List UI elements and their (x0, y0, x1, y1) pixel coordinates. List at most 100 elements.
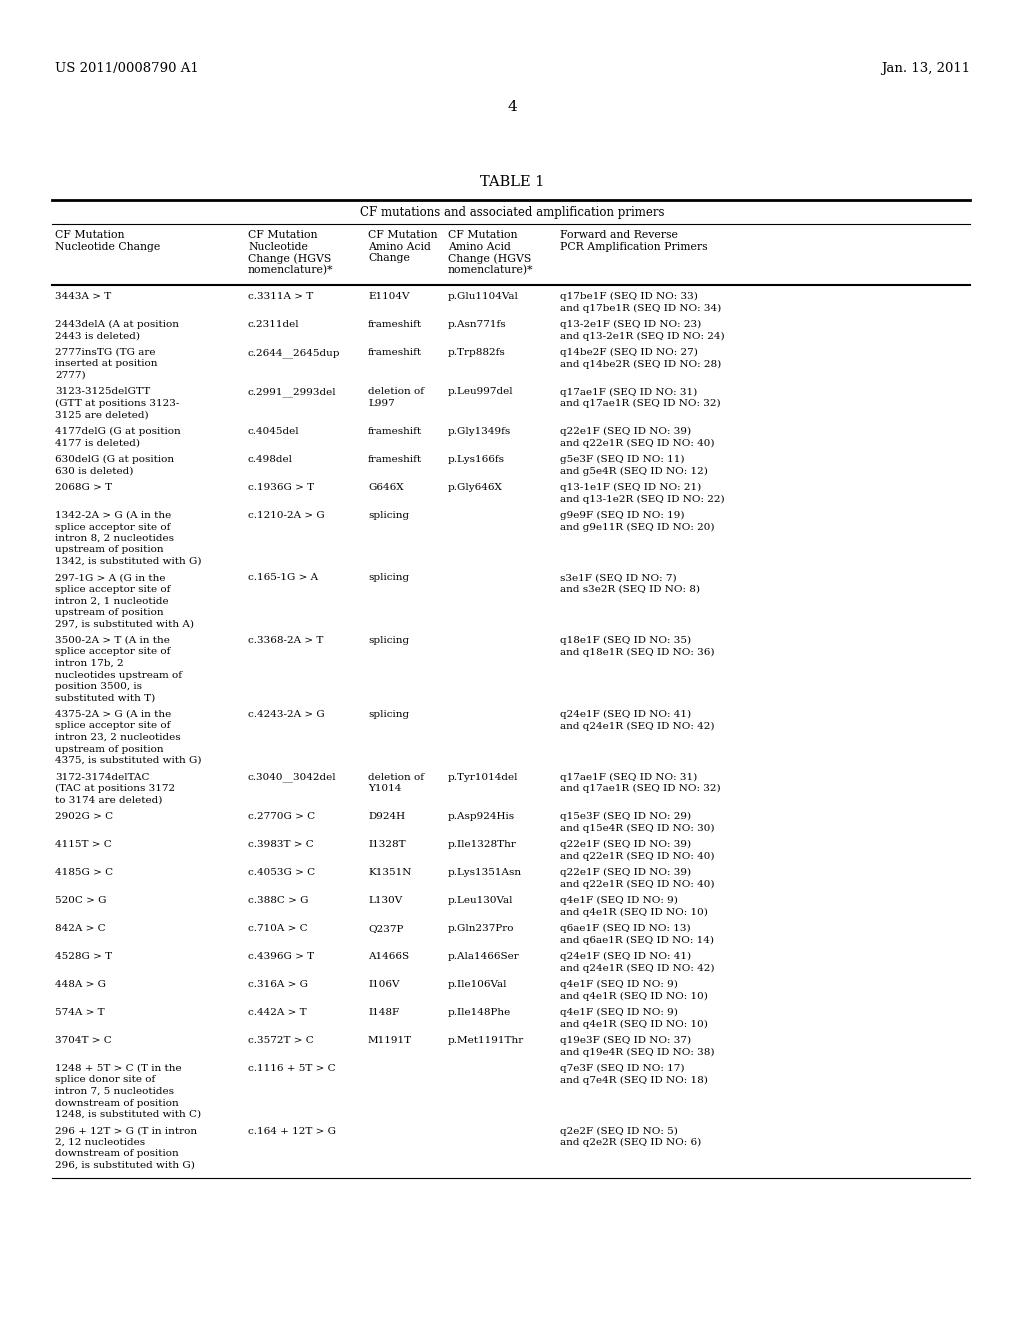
Text: TABLE 1: TABLE 1 (480, 176, 544, 189)
Text: to 3174 are deleted): to 3174 are deleted) (55, 796, 163, 804)
Text: G646X: G646X (368, 483, 403, 492)
Text: Nucleotide: Nucleotide (248, 242, 308, 252)
Text: A1466S: A1466S (368, 952, 410, 961)
Text: 1342-2A > G (A in the: 1342-2A > G (A in the (55, 511, 171, 520)
Text: splicing: splicing (368, 573, 410, 582)
Text: 3172-3174delTAC: 3172-3174delTAC (55, 772, 150, 781)
Text: and g5e4R (SEQ ID NO: 12): and g5e4R (SEQ ID NO: 12) (560, 466, 708, 475)
Text: 630 is deleted): 630 is deleted) (55, 466, 133, 475)
Text: c.2770G > C: c.2770G > C (248, 812, 315, 821)
Text: and q22e1R (SEQ ID NO: 40): and q22e1R (SEQ ID NO: 40) (560, 438, 715, 447)
Text: and q13-2e1R (SEQ ID NO: 24): and q13-2e1R (SEQ ID NO: 24) (560, 331, 725, 341)
Text: 4177delG (G at position: 4177delG (G at position (55, 426, 181, 436)
Text: 2068G > T: 2068G > T (55, 483, 112, 492)
Text: 3125 are deleted): 3125 are deleted) (55, 411, 148, 420)
Text: I148F: I148F (368, 1008, 399, 1016)
Text: 2777): 2777) (55, 371, 86, 380)
Text: q22e1F (SEQ ID NO: 39): q22e1F (SEQ ID NO: 39) (560, 840, 691, 849)
Text: q24e1F (SEQ ID NO: 41): q24e1F (SEQ ID NO: 41) (560, 710, 691, 719)
Text: g9e9F (SEQ ID NO: 19): g9e9F (SEQ ID NO: 19) (560, 511, 684, 520)
Text: and q17be1R (SEQ ID NO: 34): and q17be1R (SEQ ID NO: 34) (560, 304, 721, 313)
Text: nomenclature)*: nomenclature)* (449, 264, 534, 275)
Text: p.Asp924His: p.Asp924His (449, 812, 515, 821)
Text: splice acceptor site of: splice acceptor site of (55, 648, 170, 656)
Text: intron 17b, 2: intron 17b, 2 (55, 659, 124, 668)
Text: downstream of position: downstream of position (55, 1098, 179, 1107)
Text: inserted at position: inserted at position (55, 359, 158, 368)
Text: and q24e1R (SEQ ID NO: 42): and q24e1R (SEQ ID NO: 42) (560, 722, 715, 731)
Text: Forward and Reverse: Forward and Reverse (560, 230, 678, 240)
Text: and q6ae1R (SEQ ID NO: 14): and q6ae1R (SEQ ID NO: 14) (560, 936, 714, 945)
Text: 630delG (G at position: 630delG (G at position (55, 455, 174, 465)
Text: intron 2, 1 nucleotide: intron 2, 1 nucleotide (55, 597, 169, 606)
Text: p.Ala1466Ser: p.Ala1466Ser (449, 952, 520, 961)
Text: q17be1F (SEQ ID NO: 33): q17be1F (SEQ ID NO: 33) (560, 292, 698, 301)
Text: q6ae1F (SEQ ID NO: 13): q6ae1F (SEQ ID NO: 13) (560, 924, 690, 933)
Text: c.4243-2A > G: c.4243-2A > G (248, 710, 325, 719)
Text: L997: L997 (368, 399, 394, 408)
Text: q4e1F (SEQ ID NO: 9): q4e1F (SEQ ID NO: 9) (560, 1008, 678, 1018)
Text: splicing: splicing (368, 511, 410, 520)
Text: c.498del: c.498del (248, 455, 293, 465)
Text: K1351N: K1351N (368, 869, 412, 876)
Text: p.Ile106Val: p.Ile106Val (449, 979, 508, 989)
Text: US 2011/0008790 A1: US 2011/0008790 A1 (55, 62, 199, 75)
Text: q7e3F (SEQ ID NO: 17): q7e3F (SEQ ID NO: 17) (560, 1064, 684, 1073)
Text: Nucleotide Change: Nucleotide Change (55, 242, 160, 252)
Text: p.Tyr1014del: p.Tyr1014del (449, 772, 518, 781)
Text: intron 23, 2 nucleotides: intron 23, 2 nucleotides (55, 733, 180, 742)
Text: q13-2e1F (SEQ ID NO: 23): q13-2e1F (SEQ ID NO: 23) (560, 319, 701, 329)
Text: c.4396G > T: c.4396G > T (248, 952, 314, 961)
Text: 296, is substituted with G): 296, is substituted with G) (55, 1162, 195, 1170)
Text: and g9e11R (SEQ ID NO: 20): and g9e11R (SEQ ID NO: 20) (560, 523, 715, 532)
Text: Amino Acid: Amino Acid (449, 242, 511, 252)
Text: and q15e4R (SEQ ID NO: 30): and q15e4R (SEQ ID NO: 30) (560, 824, 715, 833)
Text: p.Gly646X: p.Gly646X (449, 483, 503, 492)
Text: c.1936G > T: c.1936G > T (248, 483, 314, 492)
Text: c.3368-2A > T: c.3368-2A > T (248, 636, 324, 645)
Text: c.316A > G: c.316A > G (248, 979, 308, 989)
Text: and q22e1R (SEQ ID NO: 40): and q22e1R (SEQ ID NO: 40) (560, 851, 715, 861)
Text: 297, is substituted with A): 297, is substituted with A) (55, 619, 194, 628)
Text: c.165-1G > A: c.165-1G > A (248, 573, 318, 582)
Text: downstream of position: downstream of position (55, 1150, 179, 1159)
Text: 4528G > T: 4528G > T (55, 952, 112, 961)
Text: CF Mutation: CF Mutation (55, 230, 125, 240)
Text: 2443 is deleted): 2443 is deleted) (55, 331, 140, 341)
Text: p.Met1191Thr: p.Met1191Thr (449, 1036, 524, 1045)
Text: and q24e1R (SEQ ID NO: 42): and q24e1R (SEQ ID NO: 42) (560, 964, 715, 973)
Text: splice donor site of: splice donor site of (55, 1076, 156, 1085)
Text: 3500-2A > T (A in the: 3500-2A > T (A in the (55, 636, 170, 645)
Text: and q17ae1R (SEQ ID NO: 32): and q17ae1R (SEQ ID NO: 32) (560, 784, 721, 793)
Text: 1248 + 5T > C (T in the: 1248 + 5T > C (T in the (55, 1064, 181, 1073)
Text: c.1116 + 5T > C: c.1116 + 5T > C (248, 1064, 336, 1073)
Text: c.4053G > C: c.4053G > C (248, 869, 315, 876)
Text: q22e1F (SEQ ID NO: 39): q22e1F (SEQ ID NO: 39) (560, 426, 691, 436)
Text: p.Leu130Val: p.Leu130Val (449, 896, 513, 906)
Text: p.Leu997del: p.Leu997del (449, 388, 514, 396)
Text: PCR Amplification Primers: PCR Amplification Primers (560, 242, 708, 252)
Text: p.Ile148Phe: p.Ile148Phe (449, 1008, 511, 1016)
Text: c.2311del: c.2311del (248, 319, 300, 329)
Text: c.4045del: c.4045del (248, 426, 300, 436)
Text: Change (HGVS: Change (HGVS (248, 253, 331, 264)
Text: upstream of position: upstream of position (55, 545, 164, 554)
Text: q19e3F (SEQ ID NO: 37): q19e3F (SEQ ID NO: 37) (560, 1036, 691, 1045)
Text: and q2e2R (SEQ ID NO: 6): and q2e2R (SEQ ID NO: 6) (560, 1138, 701, 1147)
Text: c.2991__2993del: c.2991__2993del (248, 388, 337, 397)
Text: and q22e1R (SEQ ID NO: 40): and q22e1R (SEQ ID NO: 40) (560, 879, 715, 888)
Text: 3704T > C: 3704T > C (55, 1036, 112, 1045)
Text: Amino Acid: Amino Acid (368, 242, 431, 252)
Text: and q7e4R (SEQ ID NO: 18): and q7e4R (SEQ ID NO: 18) (560, 1076, 708, 1085)
Text: and q4e1R (SEQ ID NO: 10): and q4e1R (SEQ ID NO: 10) (560, 908, 708, 916)
Text: q24e1F (SEQ ID NO: 41): q24e1F (SEQ ID NO: 41) (560, 952, 691, 961)
Text: nucleotides upstream of: nucleotides upstream of (55, 671, 182, 680)
Text: I1328T: I1328T (368, 840, 406, 849)
Text: 520C > G: 520C > G (55, 896, 106, 906)
Text: intron 8, 2 nucleotides: intron 8, 2 nucleotides (55, 535, 174, 543)
Text: 4115T > C: 4115T > C (55, 840, 112, 849)
Text: and q19e4R (SEQ ID NO: 38): and q19e4R (SEQ ID NO: 38) (560, 1048, 715, 1056)
Text: p.Ile1328Thr: p.Ile1328Thr (449, 840, 517, 849)
Text: splice acceptor site of: splice acceptor site of (55, 523, 170, 532)
Text: c.2644__2645dup: c.2644__2645dup (248, 348, 341, 358)
